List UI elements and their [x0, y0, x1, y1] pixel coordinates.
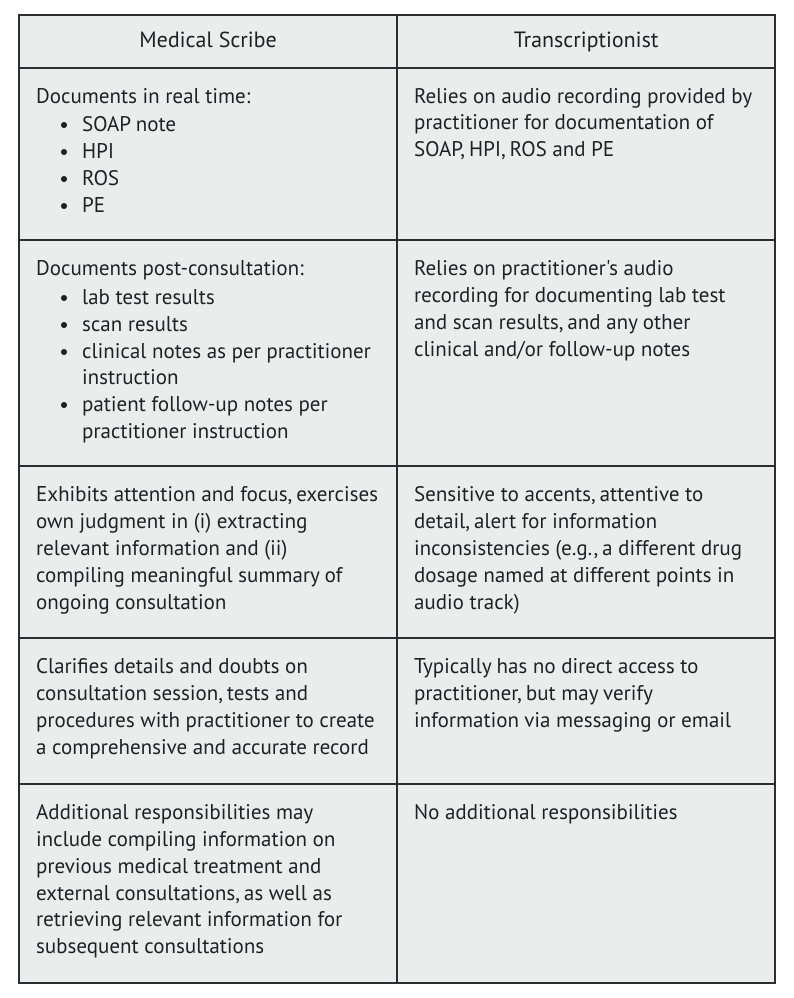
cell-scribe: Documents in real time: SOAP note HPI RO…	[19, 68, 397, 240]
bullet-item: SOAP note	[80, 111, 380, 138]
comparison-table: Medical Scribe Transcriptionist Document…	[18, 14, 776, 984]
cell-transcriptionist: Relies on audio recording provided by pr…	[397, 68, 775, 240]
bullet-item: ROS	[80, 165, 380, 192]
cell-transcriptionist: Sensitive to accents, attentive to detai…	[397, 466, 775, 638]
cell-text: No additional responsibilities	[414, 799, 758, 826]
cell-text: Sensitive to accents, attentive to detai…	[414, 481, 758, 615]
cell-scribe: Additional responsibilities may include …	[19, 784, 397, 983]
cell-text: Additional responsibilities may include …	[36, 799, 380, 960]
bullet-item: scan results	[80, 311, 380, 338]
cell-text: Clarifies details and doubts on consulta…	[36, 653, 380, 761]
cell-bullets: lab test results scan results clinical n…	[36, 284, 380, 445]
cell-text: Typically has no direct access to practi…	[414, 653, 758, 734]
column-header-scribe: Medical Scribe	[19, 15, 397, 68]
bullet-item: clinical notes as per practitioner instr…	[80, 338, 380, 392]
table-row: Additional responsibilities may include …	[19, 784, 775, 983]
cell-text: Relies on practitioner's audio recording…	[414, 255, 758, 363]
cell-scribe: Documents post-consultation: lab test re…	[19, 240, 397, 466]
cell-bullets: SOAP note HPI ROS PE	[36, 111, 380, 219]
bullet-item: lab test results	[80, 284, 380, 311]
table-row: Documents in real time: SOAP note HPI RO…	[19, 68, 775, 240]
table-row: Documents post-consultation: lab test re…	[19, 240, 775, 466]
cell-transcriptionist: Typically has no direct access to practi…	[397, 638, 775, 784]
column-header-transcriptionist: Transcriptionist	[397, 15, 775, 68]
cell-scribe: Exhibits attention and focus, exercises …	[19, 466, 397, 638]
bullet-item: patient follow-up notes per practitioner…	[80, 391, 380, 445]
cell-transcriptionist: No additional responsibilities	[397, 784, 775, 983]
bullet-item: PE	[80, 192, 380, 219]
cell-lead: Documents post-consultation:	[36, 255, 380, 282]
cell-transcriptionist: Relies on practitioner's audio recording…	[397, 240, 775, 466]
cell-lead: Documents in real time:	[36, 83, 380, 110]
table-row: Clarifies details and doubts on consulta…	[19, 638, 775, 784]
cell-text: Relies on audio recording provided by pr…	[414, 83, 758, 164]
table-row: Exhibits attention and focus, exercises …	[19, 466, 775, 638]
cell-scribe: Clarifies details and doubts on consulta…	[19, 638, 397, 784]
cell-text: Exhibits attention and focus, exercises …	[36, 481, 380, 615]
bullet-item: HPI	[80, 138, 380, 165]
